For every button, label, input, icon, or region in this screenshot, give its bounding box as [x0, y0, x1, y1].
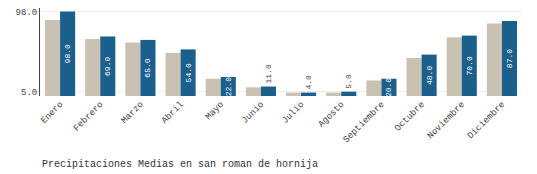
svg-text:87.0: 87.0	[505, 49, 514, 68]
svg-text:48.0: 48.0	[425, 66, 434, 85]
svg-text:Enero: Enero	[39, 100, 65, 126]
svg-text:Febrero: Febrero	[72, 100, 106, 134]
svg-text:65.0: 65.0	[143, 58, 152, 77]
svg-text:Agosto: Agosto	[317, 100, 347, 130]
svg-text:70.0: 70.0	[465, 56, 474, 75]
svg-text:5.0: 5.0	[21, 88, 37, 98]
svg-text:Abril: Abril	[160, 100, 186, 126]
svg-text:Junio: Junio	[240, 100, 266, 126]
svg-text:98.0: 98.0	[16, 8, 38, 18]
svg-text:98.0: 98.0	[63, 44, 72, 63]
svg-text:Julio: Julio	[280, 100, 306, 126]
svg-text:11.0: 11.0	[264, 64, 273, 83]
svg-text:Mayo: Mayo	[204, 100, 226, 122]
svg-text:22.0: 22.0	[224, 77, 233, 96]
svg-text:4.0: 4.0	[304, 75, 313, 90]
svg-text:Marzo: Marzo	[120, 100, 146, 126]
svg-text:20.0: 20.0	[384, 78, 393, 97]
svg-text:69.0: 69.0	[103, 57, 112, 76]
svg-text:Octubre: Octubre	[393, 100, 427, 134]
svg-text:Precipitaciones Medias en san: Precipitaciones Medias en san roman de h…	[42, 159, 318, 170]
svg-text:Diciembre: Diciembre	[466, 100, 507, 141]
svg-text:Septiembre: Septiembre	[341, 100, 386, 145]
svg-text:54.0: 54.0	[184, 63, 193, 82]
svg-text:Noviembre: Noviembre	[426, 100, 467, 141]
svg-text:5.0: 5.0	[344, 74, 353, 89]
